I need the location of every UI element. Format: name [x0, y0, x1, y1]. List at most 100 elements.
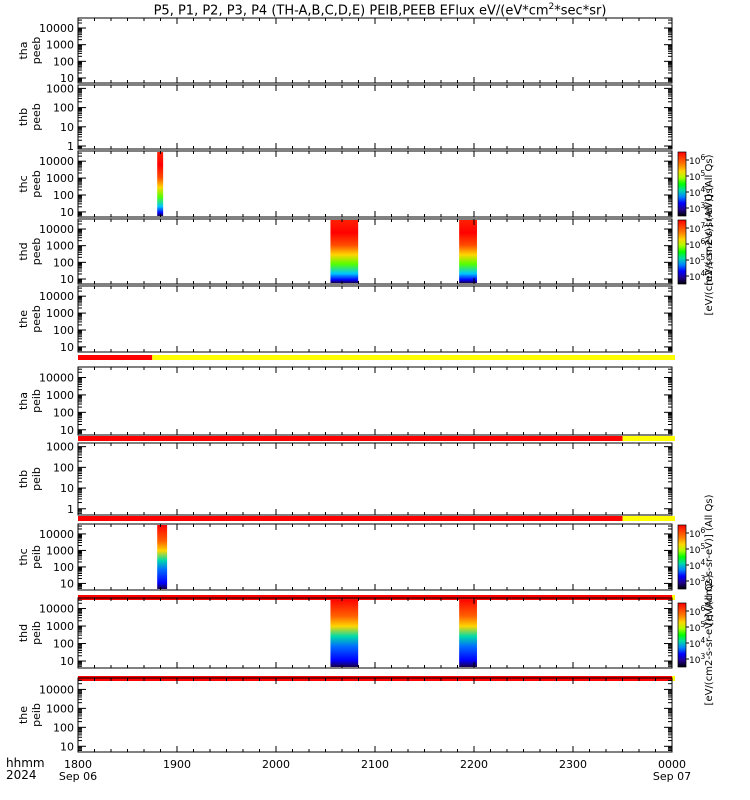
panel-frame [77, 150, 673, 218]
x-tick-label: 2200 [460, 758, 488, 771]
spectrogram-burst [157, 525, 168, 589]
colorbar-tick-text: 105 [689, 620, 706, 633]
colorbar-tick-text: 107 [689, 221, 706, 234]
x-axis-label-hhmm: hhmm [6, 756, 45, 770]
x-tick-label: 2300 [559, 758, 587, 771]
colorbar-tick-text: 103 [689, 574, 706, 587]
panel-label-probe: tha [17, 392, 30, 410]
x-tick-label: 0000 [658, 758, 686, 771]
y-tick-label: 1 [67, 140, 74, 153]
y-tick-label: 1000 [46, 82, 74, 95]
x-tick-label: 1800 [64, 758, 92, 771]
x-tick-sublabel: Sep 07 [653, 770, 691, 783]
y-tick-label: 10 [60, 121, 74, 134]
colorbar-tick-label: 105 [689, 253, 706, 266]
chart-title: P5, P1, P2, P3, P4 (TH-A,B,C,D,E) PEIB,P… [130, 2, 630, 18]
panel-thb_peeb: 1 10 100 1000 thb peeb [17, 82, 673, 153]
panel-frame [77, 218, 673, 285]
status-bar-yellow [152, 355, 675, 360]
panel-label-dataset: peeb [30, 37, 43, 65]
status-bar-yellow [622, 436, 675, 441]
panel-frame [77, 442, 673, 516]
y-tick-label: 10 [60, 341, 74, 354]
x-tick-label: 2000 [262, 758, 290, 771]
panel-label-probe: the [17, 706, 30, 724]
y-tick-label: 10000 [39, 603, 74, 616]
colorbar-tick-text: 103 [689, 201, 706, 214]
panel-frame [77, 523, 673, 591]
y-tick-label: 10 [60, 577, 74, 590]
panel-label-dataset: peeb [30, 238, 43, 266]
panel-frame [77, 17, 673, 84]
y-tick-label: 1000 [46, 441, 74, 454]
status-bar-red [78, 516, 623, 521]
y-tick-label: 10 [60, 424, 74, 437]
y-tick-label: 100 [53, 721, 74, 734]
panel-label-probe: thc [17, 548, 30, 565]
panel-tha_peeb: 10 100 1000 10000 tha peeb [17, 17, 673, 85]
colorbar-tick-text: 104 [689, 185, 706, 198]
y-tick-label: 10000 [39, 223, 74, 236]
panel-label-probe: thd [17, 624, 30, 642]
colorbar-label: [eV/(cm2-s-sr-eV)] (All Qs) [704, 154, 715, 285]
status-bar-red [78, 436, 623, 441]
colorbar-tick-label: 103 [689, 652, 705, 665]
colorbar-tick-label: 104 [689, 269, 706, 282]
colorbar-tick-label: 106 [689, 237, 705, 250]
y-tick-label: 100 [53, 102, 74, 115]
panel-frame [77, 285, 673, 353]
spectrogram-burst [459, 599, 477, 667]
spectrogram-burst [157, 152, 164, 216]
y-tick-label: 1000 [46, 39, 74, 52]
y-tick-label: 1000 [46, 240, 74, 253]
colorbar-tick-label: 105 [689, 620, 706, 633]
panel-label-probe: the [17, 310, 30, 328]
panel-label-probe: thb [17, 108, 30, 126]
chart-title-end: *sec*sr) [554, 3, 607, 19]
panel-label-probe: tha [17, 41, 30, 59]
colorbar-tick-text: 104 [689, 636, 706, 649]
y-tick-label: 10000 [39, 528, 74, 541]
colorbar-tick-text: 106 [689, 526, 706, 539]
colorbar-label: [eV/(cm2-s-sr-eV)] (All Qs) [704, 184, 715, 315]
spectrogram-burst [330, 599, 359, 667]
colorbar-tick-label: 103 [689, 201, 706, 214]
panel-label-dataset: peeb [30, 170, 43, 198]
panel-label-dataset: peib [30, 703, 43, 727]
colorbar-tick-label: 107 [689, 221, 706, 234]
colorbar-tick-text: 104 [689, 269, 706, 282]
spectrogram-burst [330, 220, 359, 283]
y-tick-label: 10 [60, 206, 74, 219]
panel-label-dataset: peib [30, 545, 43, 569]
x-tick-label: 2100 [361, 758, 389, 771]
y-tick-label: 100 [53, 256, 74, 269]
y-tick-label: 10 [60, 72, 74, 85]
panel-label-dataset: peib [30, 389, 43, 413]
y-tick-label: 10 [60, 273, 74, 286]
y-tick-label: 1000 [46, 307, 74, 320]
colorbar-tick-label: 105 [689, 169, 705, 182]
colorbar-tick-text: 105 [689, 542, 706, 555]
y-tick-label: 100 [53, 324, 74, 337]
panel-frame [77, 677, 673, 753]
colorbar-tick-label: 103 [689, 574, 706, 587]
panel-label-dataset: peib [30, 467, 43, 491]
colorbar-tick-label: 104 [689, 636, 706, 649]
colorbar-tick-text: 105 [689, 253, 706, 266]
panel-thb_peib: 1 10 100 1000 thb peib [17, 441, 673, 516]
chart-title-main: P5, P1, P2, P3, P4 (TH-A,B,C,D,E) PEIB,P… [153, 3, 549, 19]
status-bar-red [78, 355, 153, 360]
colorbar-tick-text: 104 [689, 558, 706, 571]
panel-label-probe: thc [17, 175, 30, 192]
colorbar-tick-label: 105 [689, 542, 706, 555]
status-bar-yellow [622, 516, 675, 521]
y-tick-label: 10000 [39, 155, 74, 168]
panel-the_peeb: 10 100 1000 10000 the peeb [17, 285, 673, 354]
colorbar-tick-label: 104 [689, 185, 706, 198]
colorbar-tick-text: 106 [689, 604, 706, 617]
colorbar [677, 524, 687, 590]
y-tick-label: 100 [53, 461, 74, 474]
panel-the_peib: 10 100 1000 10000 the peib [17, 677, 673, 753]
